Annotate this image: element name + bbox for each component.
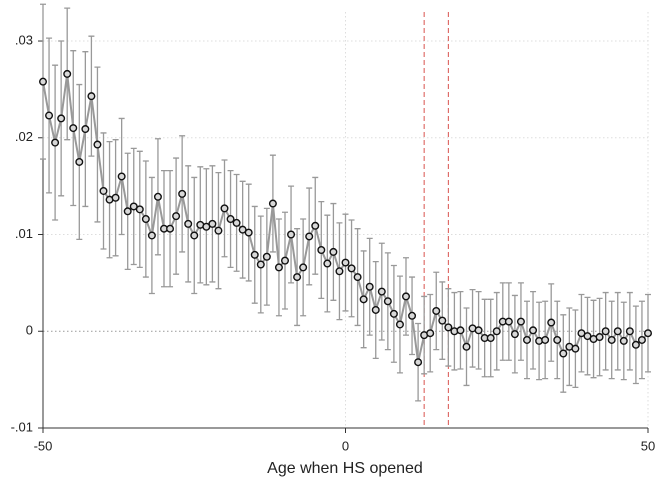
point xyxy=(371,305,380,314)
x-axis-label: Age when HS opened xyxy=(267,460,423,477)
point xyxy=(395,320,404,329)
point xyxy=(456,326,465,335)
point xyxy=(426,329,435,338)
point xyxy=(529,326,538,335)
x-tick-label: -50 xyxy=(34,438,53,453)
point xyxy=(516,317,525,326)
point xyxy=(335,267,344,276)
point xyxy=(123,207,132,216)
point xyxy=(293,273,302,282)
point xyxy=(178,189,187,198)
point xyxy=(432,306,441,315)
point xyxy=(547,318,556,327)
point xyxy=(226,215,235,224)
point xyxy=(244,228,253,237)
point xyxy=(523,335,532,344)
point xyxy=(117,172,126,181)
point xyxy=(172,212,181,221)
point xyxy=(402,292,411,301)
y-tick-label: .01 xyxy=(15,226,33,241)
point xyxy=(389,309,398,318)
point xyxy=(184,219,193,228)
y-tick-label: 0 xyxy=(26,323,33,338)
point xyxy=(365,282,374,291)
point xyxy=(347,264,356,273)
point xyxy=(492,327,501,336)
point xyxy=(75,157,84,166)
point xyxy=(607,335,616,344)
point xyxy=(281,256,290,265)
point xyxy=(274,263,283,272)
point xyxy=(486,334,495,343)
point xyxy=(541,335,550,344)
point xyxy=(135,205,144,214)
point xyxy=(377,287,386,296)
point xyxy=(613,327,622,336)
point xyxy=(444,323,453,332)
y-tick-label: .03 xyxy=(15,32,33,47)
x-tick-label: 50 xyxy=(641,438,655,453)
point xyxy=(317,245,326,254)
point xyxy=(462,342,471,351)
point xyxy=(220,204,229,213)
point xyxy=(504,317,513,326)
point xyxy=(644,329,653,338)
point xyxy=(559,349,568,358)
point xyxy=(341,258,350,267)
point xyxy=(39,77,48,86)
point xyxy=(305,232,314,241)
point xyxy=(637,335,646,344)
point xyxy=(268,199,277,208)
point xyxy=(510,330,519,339)
point xyxy=(63,69,72,78)
point xyxy=(256,260,265,269)
y-tick-label: -.01 xyxy=(11,419,33,434)
point xyxy=(601,327,610,336)
point xyxy=(553,335,562,344)
x-tick-label: 0 xyxy=(342,438,349,453)
point xyxy=(323,259,332,268)
point xyxy=(57,114,66,123)
point xyxy=(299,263,308,272)
point xyxy=(81,125,90,134)
point xyxy=(474,326,483,335)
point xyxy=(595,333,604,342)
point xyxy=(311,221,320,230)
point xyxy=(232,218,241,227)
point xyxy=(571,344,580,353)
point xyxy=(69,124,78,133)
point xyxy=(208,219,217,228)
point xyxy=(353,273,362,282)
point xyxy=(87,92,96,101)
point xyxy=(619,336,628,345)
point xyxy=(250,250,259,259)
point xyxy=(141,215,150,224)
point xyxy=(631,340,640,349)
point xyxy=(190,231,199,240)
point xyxy=(383,297,392,306)
point xyxy=(214,226,223,235)
point xyxy=(111,193,120,202)
point xyxy=(408,311,417,320)
point xyxy=(329,247,338,256)
point xyxy=(147,231,156,240)
point xyxy=(625,327,634,336)
point xyxy=(414,358,423,367)
point xyxy=(287,230,296,239)
point xyxy=(93,140,102,149)
point xyxy=(153,192,162,201)
point xyxy=(262,252,271,261)
y-tick-label: .02 xyxy=(15,129,33,144)
point xyxy=(99,186,108,195)
point xyxy=(438,316,447,325)
point xyxy=(166,224,175,233)
point xyxy=(359,295,368,304)
point xyxy=(51,138,60,147)
point xyxy=(45,111,54,120)
